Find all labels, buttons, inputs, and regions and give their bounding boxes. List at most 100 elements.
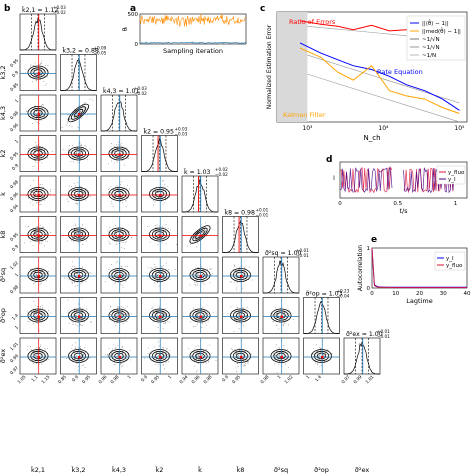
sample-point <box>162 180 164 181</box>
sample-point <box>109 242 111 244</box>
sample-point <box>284 358 286 360</box>
sample-point <box>70 151 72 153</box>
hist-title: k̃3,2 = 0.88 <box>62 46 99 54</box>
sample-point <box>43 314 45 316</box>
sample-point <box>74 266 76 268</box>
sample-point <box>77 127 79 128</box>
sample-point <box>113 322 115 324</box>
sample-point <box>208 344 210 346</box>
sample-point <box>34 232 36 234</box>
sample-point <box>113 317 115 319</box>
sample-point <box>124 186 126 188</box>
sample-point <box>35 233 37 234</box>
sample-point <box>128 157 130 159</box>
axis-label-y-k: k̃ <box>0 192 7 196</box>
axis-label-y: θᵢ <box>122 27 129 32</box>
sample-point <box>108 347 110 349</box>
sample-point <box>73 117 75 118</box>
truth-marker <box>78 153 81 156</box>
sample-point <box>108 277 110 279</box>
sample-point <box>110 355 112 356</box>
sample-point <box>25 72 26 74</box>
contour-2 <box>192 227 208 242</box>
sample-point <box>35 112 37 114</box>
contour-1 <box>68 187 89 201</box>
sample-point <box>76 315 78 316</box>
sample-point <box>29 190 31 192</box>
sample-point <box>76 198 78 200</box>
sample-point <box>190 240 192 242</box>
sample-point <box>239 320 241 322</box>
sample-point <box>164 355 166 357</box>
panel-e-autocorr: y_Iy_fluo 0 10 20 30 40 0 1 Lagtime Autocorrelati… <box>357 245 471 305</box>
sample-point <box>112 152 114 154</box>
sample-point <box>33 312 35 314</box>
contour-1 <box>27 268 49 282</box>
sample-point <box>38 119 40 121</box>
sample-point <box>32 166 34 167</box>
tick-y-k32: 0.95 <box>9 57 20 68</box>
sample-point <box>119 273 121 275</box>
contour-1 <box>68 227 89 242</box>
sample-point <box>114 196 116 198</box>
truth-marker <box>240 356 243 359</box>
tick-x-k8: 0.95 <box>231 374 242 385</box>
sample-point <box>317 362 319 364</box>
contour-2 <box>151 229 168 240</box>
sample-point <box>243 325 245 327</box>
contour-3 <box>73 271 84 279</box>
sample-point <box>76 363 78 364</box>
sample-point <box>36 195 38 197</box>
sample-point <box>162 230 164 232</box>
sample-point <box>75 115 77 116</box>
sample-point <box>32 123 34 124</box>
sample-point <box>111 277 113 278</box>
sample-point <box>203 362 204 364</box>
sample-point <box>110 243 111 245</box>
sample-point <box>121 198 123 200</box>
sample-point <box>163 348 164 350</box>
sample-point <box>80 234 82 236</box>
sample-point <box>235 350 237 352</box>
sample-point <box>115 314 117 316</box>
truth-marker <box>37 234 40 237</box>
sample-point <box>74 285 76 287</box>
tick-x-k43: 0.98 <box>109 374 120 385</box>
sample-point <box>49 193 51 195</box>
sample-point <box>153 316 155 318</box>
truth-marker <box>78 234 81 237</box>
sample-point <box>83 357 85 359</box>
sample-point <box>115 281 116 283</box>
sample-point <box>161 234 163 235</box>
contour-3 <box>195 352 205 360</box>
sample-point <box>121 246 122 248</box>
sample-point <box>25 110 27 112</box>
sample-point <box>111 348 113 350</box>
sample-point <box>39 149 41 151</box>
sample-point <box>285 314 287 316</box>
sample-point <box>248 354 250 356</box>
sample-point <box>81 324 83 326</box>
sample-point <box>205 274 207 276</box>
axis-label-x-k32: k̃3,2 <box>71 466 86 474</box>
sample-point <box>39 183 41 185</box>
sample-point <box>202 231 204 233</box>
sample-point <box>325 352 327 354</box>
pair-k43-sigma_ex <box>100 337 138 375</box>
sample-point <box>70 276 72 278</box>
contour-3 <box>235 271 246 279</box>
sample-point <box>188 348 190 350</box>
sample-point <box>129 316 131 318</box>
sample-point <box>89 271 91 273</box>
sample-point <box>189 244 191 246</box>
sample-point <box>194 319 196 321</box>
sample-point <box>288 315 290 317</box>
sample-point <box>194 283 196 285</box>
sample-point <box>283 321 285 323</box>
contour-1 <box>189 349 211 363</box>
sample-point <box>244 267 246 269</box>
sample-point <box>44 84 46 86</box>
sample-point <box>46 233 48 235</box>
pair-k-sigma_op <box>181 297 219 334</box>
tick-y-k32: 0.9 <box>11 69 20 78</box>
